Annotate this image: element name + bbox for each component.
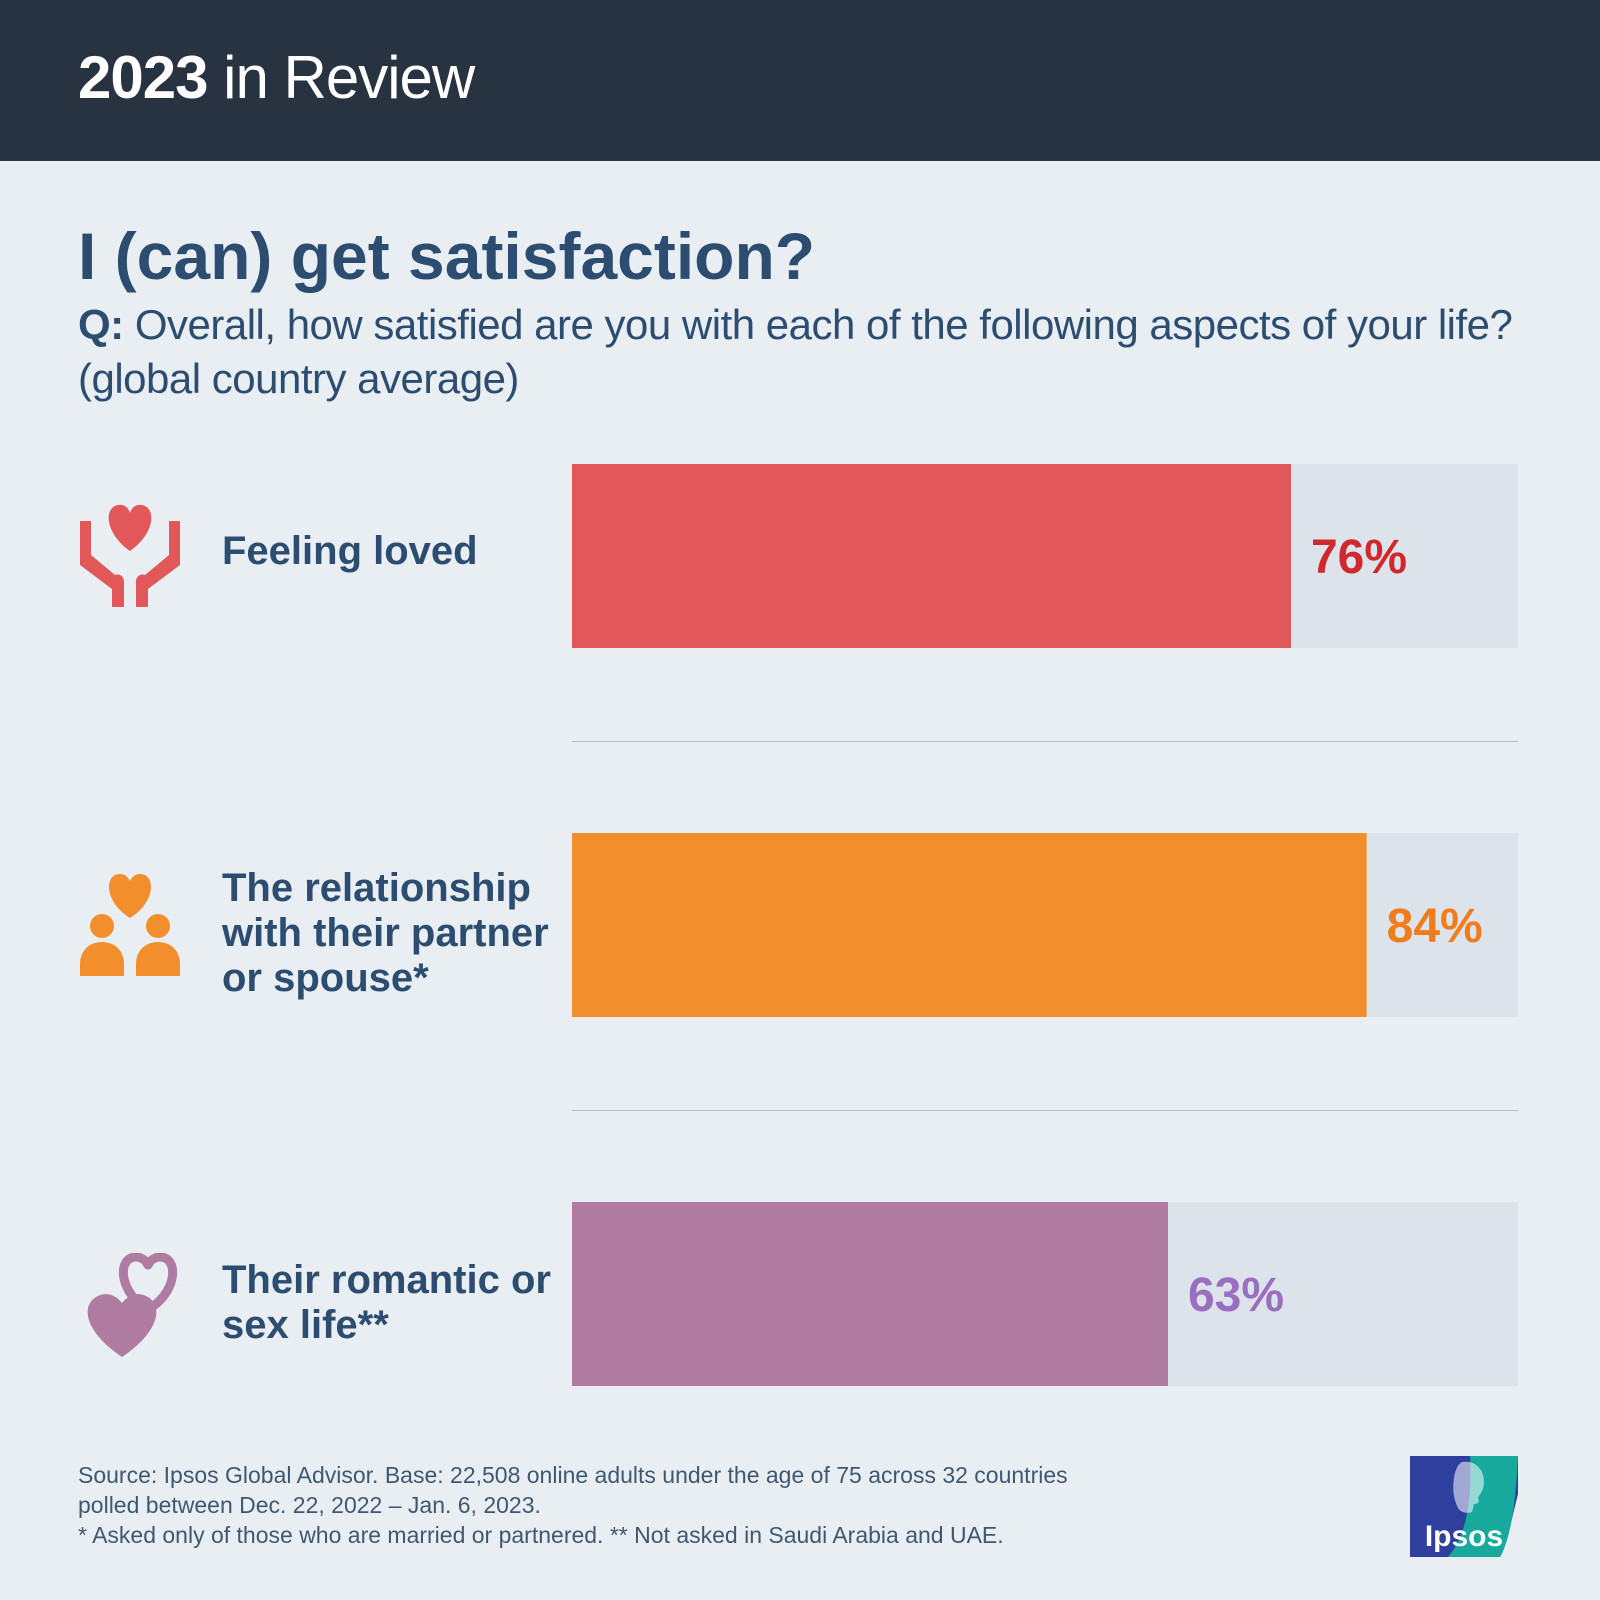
footnote-source: Source: Ipsos Global Advisor. Base: 22,5… <box>78 1462 1068 1488</box>
bar-1 <box>572 464 1291 648</box>
footnote-notes: * Asked only of those who are married or… <box>78 1522 1004 1548</box>
row-divider <box>572 741 1518 742</box>
bar-track <box>572 464 1518 648</box>
bar-track <box>572 833 1518 1017</box>
hands-heart-icon <box>80 504 180 607</box>
two-hearts-icon <box>87 1253 177 1357</box>
header-title-rest: in Review <box>223 44 475 111</box>
logo-text: Ipsos <box>1425 1520 1503 1553</box>
row-label-partner: The relationship with their partner or s… <box>222 866 549 1000</box>
couple-heart-icon <box>80 874 180 976</box>
question-label: Q: <box>78 301 124 348</box>
bar-value-label-2: 84% <box>1387 900 1483 953</box>
row-label-feeling-loved: Feeling loved <box>222 529 478 573</box>
bar-value-label-1: 76% <box>1311 531 1407 584</box>
bar-3 <box>572 1202 1168 1386</box>
bar-track <box>572 1202 1518 1386</box>
header-banner: 2023 in Review <box>0 0 1600 161</box>
page-title: I (can) get satisfaction? <box>78 219 816 293</box>
ipsos-logo: Ipsos <box>1410 1456 1518 1557</box>
row-divider <box>572 1110 1518 1111</box>
bar-value-label-3: 63% <box>1188 1269 1284 1322</box>
source-footnote: Source: Ipsos Global Advisor. Base: 22,5… <box>78 1460 1218 1550</box>
header-year: 2023 <box>78 44 208 111</box>
bar-2 <box>572 833 1367 1017</box>
row-label-romantic: Their romantic or sex life** <box>222 1258 551 1347</box>
header-title: 2023 in Review <box>78 42 475 114</box>
question-body: Overall, how satisfied are you with each… <box>78 301 1513 402</box>
question-text: Q: Overall, how satisfied are you with e… <box>78 298 1518 406</box>
footnote-dates: polled between Dec. 22, 2022 – Jan. 6, 2… <box>78 1492 541 1518</box>
